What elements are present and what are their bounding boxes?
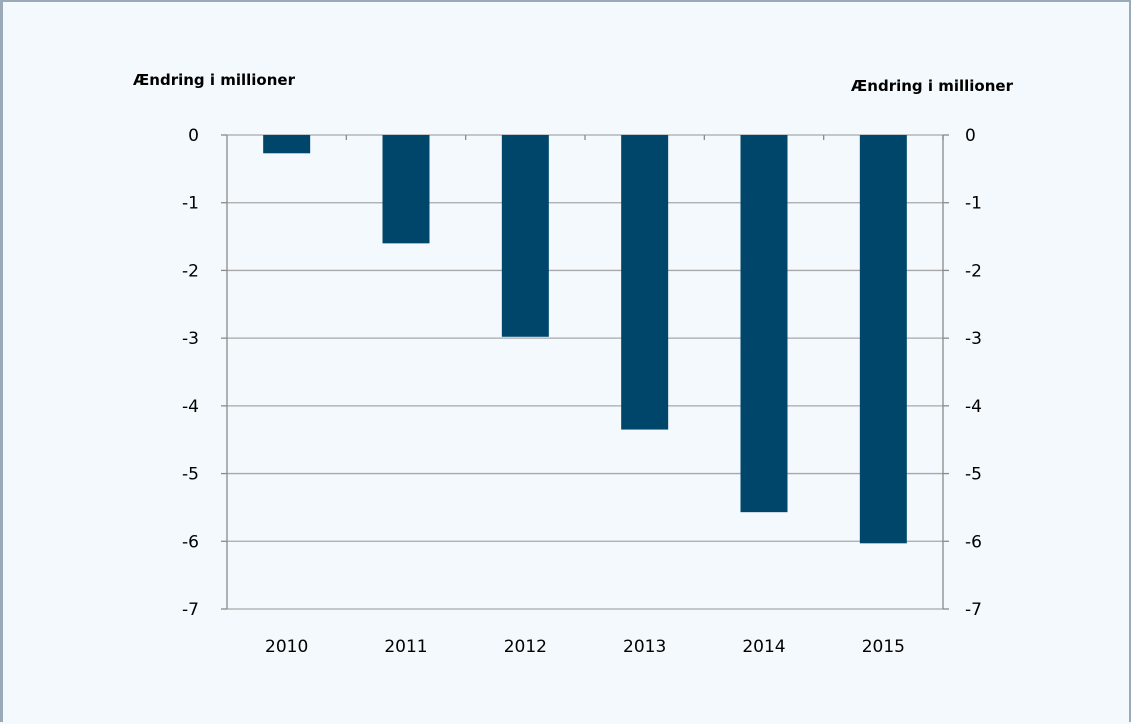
x-tick-label-2010: 2010 [265, 637, 308, 657]
y-tick-label-left: -1 [182, 194, 199, 214]
x-tick-label-2015: 2015 [862, 637, 905, 657]
y-tick-label-left: -4 [182, 397, 199, 417]
bars [263, 135, 907, 544]
bar-2010 [263, 135, 311, 154]
x-tick-label-2012: 2012 [504, 637, 547, 657]
y-tick-label-right: 0 [965, 126, 976, 146]
y-axis-title-right: Ændring i millioner [851, 77, 1014, 95]
bar-2015 [859, 135, 907, 544]
labels: 0 0 -1 -1 -2 -2 -3 -3 -4 -4 -5 -5 -6 -6 -7 -7 2010 2011 20… [182, 126, 982, 657]
y-tick-label-right: -4 [965, 397, 982, 417]
y-tick-label-right: -2 [965, 261, 982, 281]
y-tick-label-left: -2 [182, 261, 199, 281]
bar-2012 [501, 135, 549, 337]
gridlines [227, 134, 943, 610]
y-tick-label-right: -5 [965, 465, 982, 485]
axes [221, 134, 949, 610]
y-tick-label-right: -3 [965, 329, 982, 349]
y-tick-label-right: -1 [965, 194, 982, 214]
bar-2011 [382, 135, 430, 244]
x-tick-label-2013: 2013 [623, 637, 666, 657]
x-tick-label-2014: 2014 [742, 637, 785, 657]
y-tick-label-right: -7 [965, 600, 982, 620]
y-tick-label-left: -6 [182, 532, 199, 552]
y-tick-label-left: -7 [182, 600, 199, 620]
bar-2013 [621, 135, 669, 430]
y-tick-label-right: -6 [965, 532, 982, 552]
y-tick-label-left: -3 [182, 329, 199, 349]
bar-chart: 0 0 -1 -1 -2 -2 -3 -3 -4 -4 -5 -5 -6 -6 -7 -7 2010 2011 20… [133, 71, 1014, 657]
y-tick-label-left: -5 [182, 465, 199, 485]
y-axis-title-left: Ændring i millioner [133, 71, 296, 89]
x-tick-label-2011: 2011 [384, 637, 427, 657]
y-tick-label-left: 0 [188, 126, 199, 146]
bar-2014 [740, 135, 788, 513]
